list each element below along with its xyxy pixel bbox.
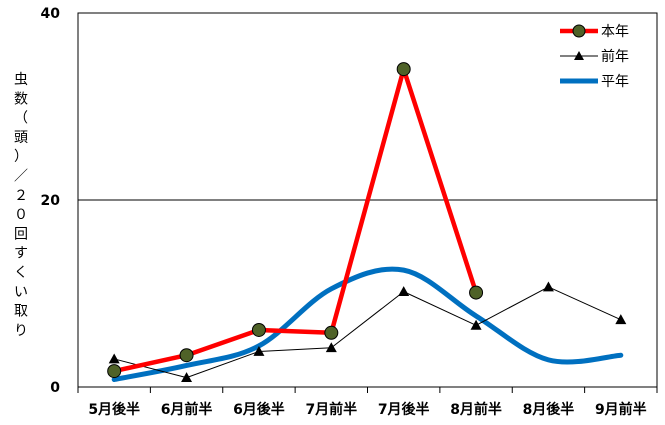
legend-label: 本年 <box>601 24 629 40</box>
y-axis-label-char: ／ <box>14 169 28 185</box>
y-tick-label: 20 <box>41 193 61 209</box>
series-平年 <box>111 266 624 383</box>
data-point <box>324 325 339 340</box>
y-axis-label-char: 回 <box>14 226 28 242</box>
series-line <box>111 266 624 383</box>
data-point <box>398 286 410 297</box>
series-前年 <box>108 281 627 383</box>
y-axis-label-char: ２ <box>14 188 28 204</box>
data-point <box>396 62 411 77</box>
y-axis-label-char: い <box>14 284 28 300</box>
legend-item: 前年 <box>560 48 629 65</box>
legend-item: 平年 <box>560 74 629 90</box>
data-point <box>251 322 266 337</box>
data-point <box>542 281 554 292</box>
legend-item: 本年 <box>560 24 629 40</box>
data-point <box>179 348 194 363</box>
x-tick-label: 7月後半 <box>378 401 430 418</box>
x-tick-label: 7月前半 <box>305 401 357 418</box>
series-line <box>113 66 479 374</box>
y-tick-label: 0 <box>50 380 60 396</box>
data-point <box>615 314 627 325</box>
data-point <box>469 285 484 300</box>
y-axis-label-char: 取 <box>14 304 28 320</box>
y-axis-label-char: く <box>14 265 28 281</box>
data-point <box>108 353 120 364</box>
y-axis-label-char: ） <box>14 149 28 165</box>
y-axis-label-char: り <box>14 323 28 339</box>
series-本年 <box>107 62 484 379</box>
y-tick-label: 40 <box>41 6 61 22</box>
y-axis-label-char: 頭 <box>14 130 28 146</box>
data-point <box>470 319 482 330</box>
x-tick-label: 8月後半 <box>523 401 575 418</box>
data-point <box>107 364 122 379</box>
data-point <box>181 372 193 383</box>
data-point <box>253 345 265 356</box>
legend-label: 前年 <box>601 48 629 65</box>
series-line <box>114 286 622 379</box>
legend-marker <box>574 51 584 60</box>
x-tick-label: 8月前半 <box>450 401 502 418</box>
x-tick-label: 5月後半 <box>88 401 140 418</box>
y-axis-label-char: 虫 <box>14 72 28 88</box>
y-axis-label-char: す <box>14 246 28 262</box>
data-point <box>325 342 337 353</box>
x-tick-label: 6月前半 <box>161 401 213 418</box>
x-tick-label: 9月前半 <box>595 401 647 418</box>
y-axis-label-char: ０ <box>14 207 28 223</box>
y-axis-label-char: 数 <box>14 91 28 107</box>
legend-marker <box>572 24 586 38</box>
y-axis-label-char: （ <box>14 111 28 127</box>
legend-label: 平年 <box>601 74 629 90</box>
x-tick-label: 6月後半 <box>233 401 285 418</box>
